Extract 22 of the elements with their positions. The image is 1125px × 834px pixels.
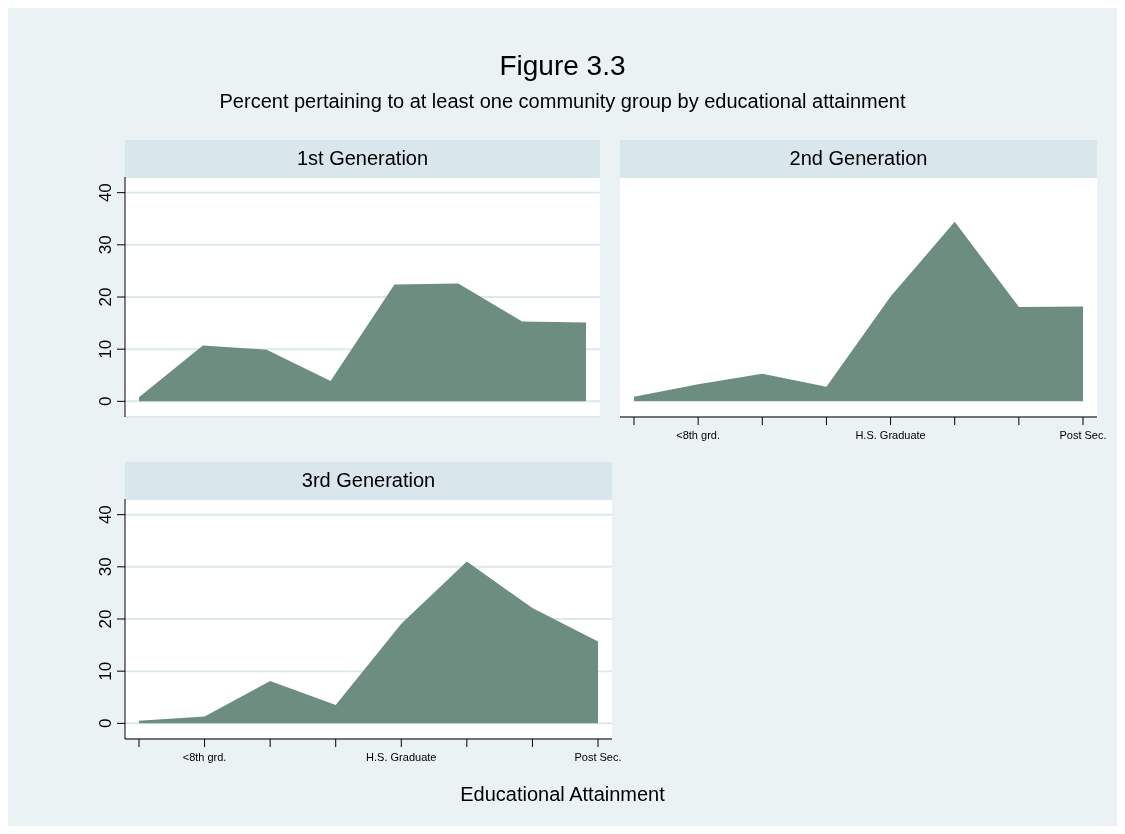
y-tick-label: 20 [96, 287, 115, 307]
y-tick-label: 0 [96, 718, 115, 729]
y-tick-label: 20 [96, 609, 115, 629]
caption: Figure 3.3 [498, 50, 627, 82]
x-tick-label: Post Sec. [574, 751, 622, 763]
y-tick-label: 10 [96, 339, 115, 359]
x-tick-label: H.S. Graduate [366, 751, 437, 763]
chart-title: 3rd Generation [125, 462, 612, 499]
x-tick-label: H.S. Graduate [855, 429, 926, 441]
chart-title: 1st Generation [125, 140, 600, 177]
x-axis-title: Educational Attainment [459, 783, 666, 806]
x-tick-label: <8th grd. [676, 429, 721, 441]
y-tick-label: 10 [96, 661, 115, 681]
y-tick-label: 40 [96, 505, 115, 525]
text: Percent pertaining to at least one community group by educational attainment [218, 90, 907, 113]
y-tick-label: 30 [96, 235, 115, 255]
x-tick-label: <8th grd. [182, 751, 227, 763]
y-tick-label: 0 [96, 396, 115, 407]
y-tick-label: 30 [96, 557, 115, 577]
chart-title: 2nd Generation [620, 140, 1097, 177]
x-tick-label: Post Sec. [1059, 429, 1107, 441]
y-tick-label: 40 [96, 183, 115, 203]
